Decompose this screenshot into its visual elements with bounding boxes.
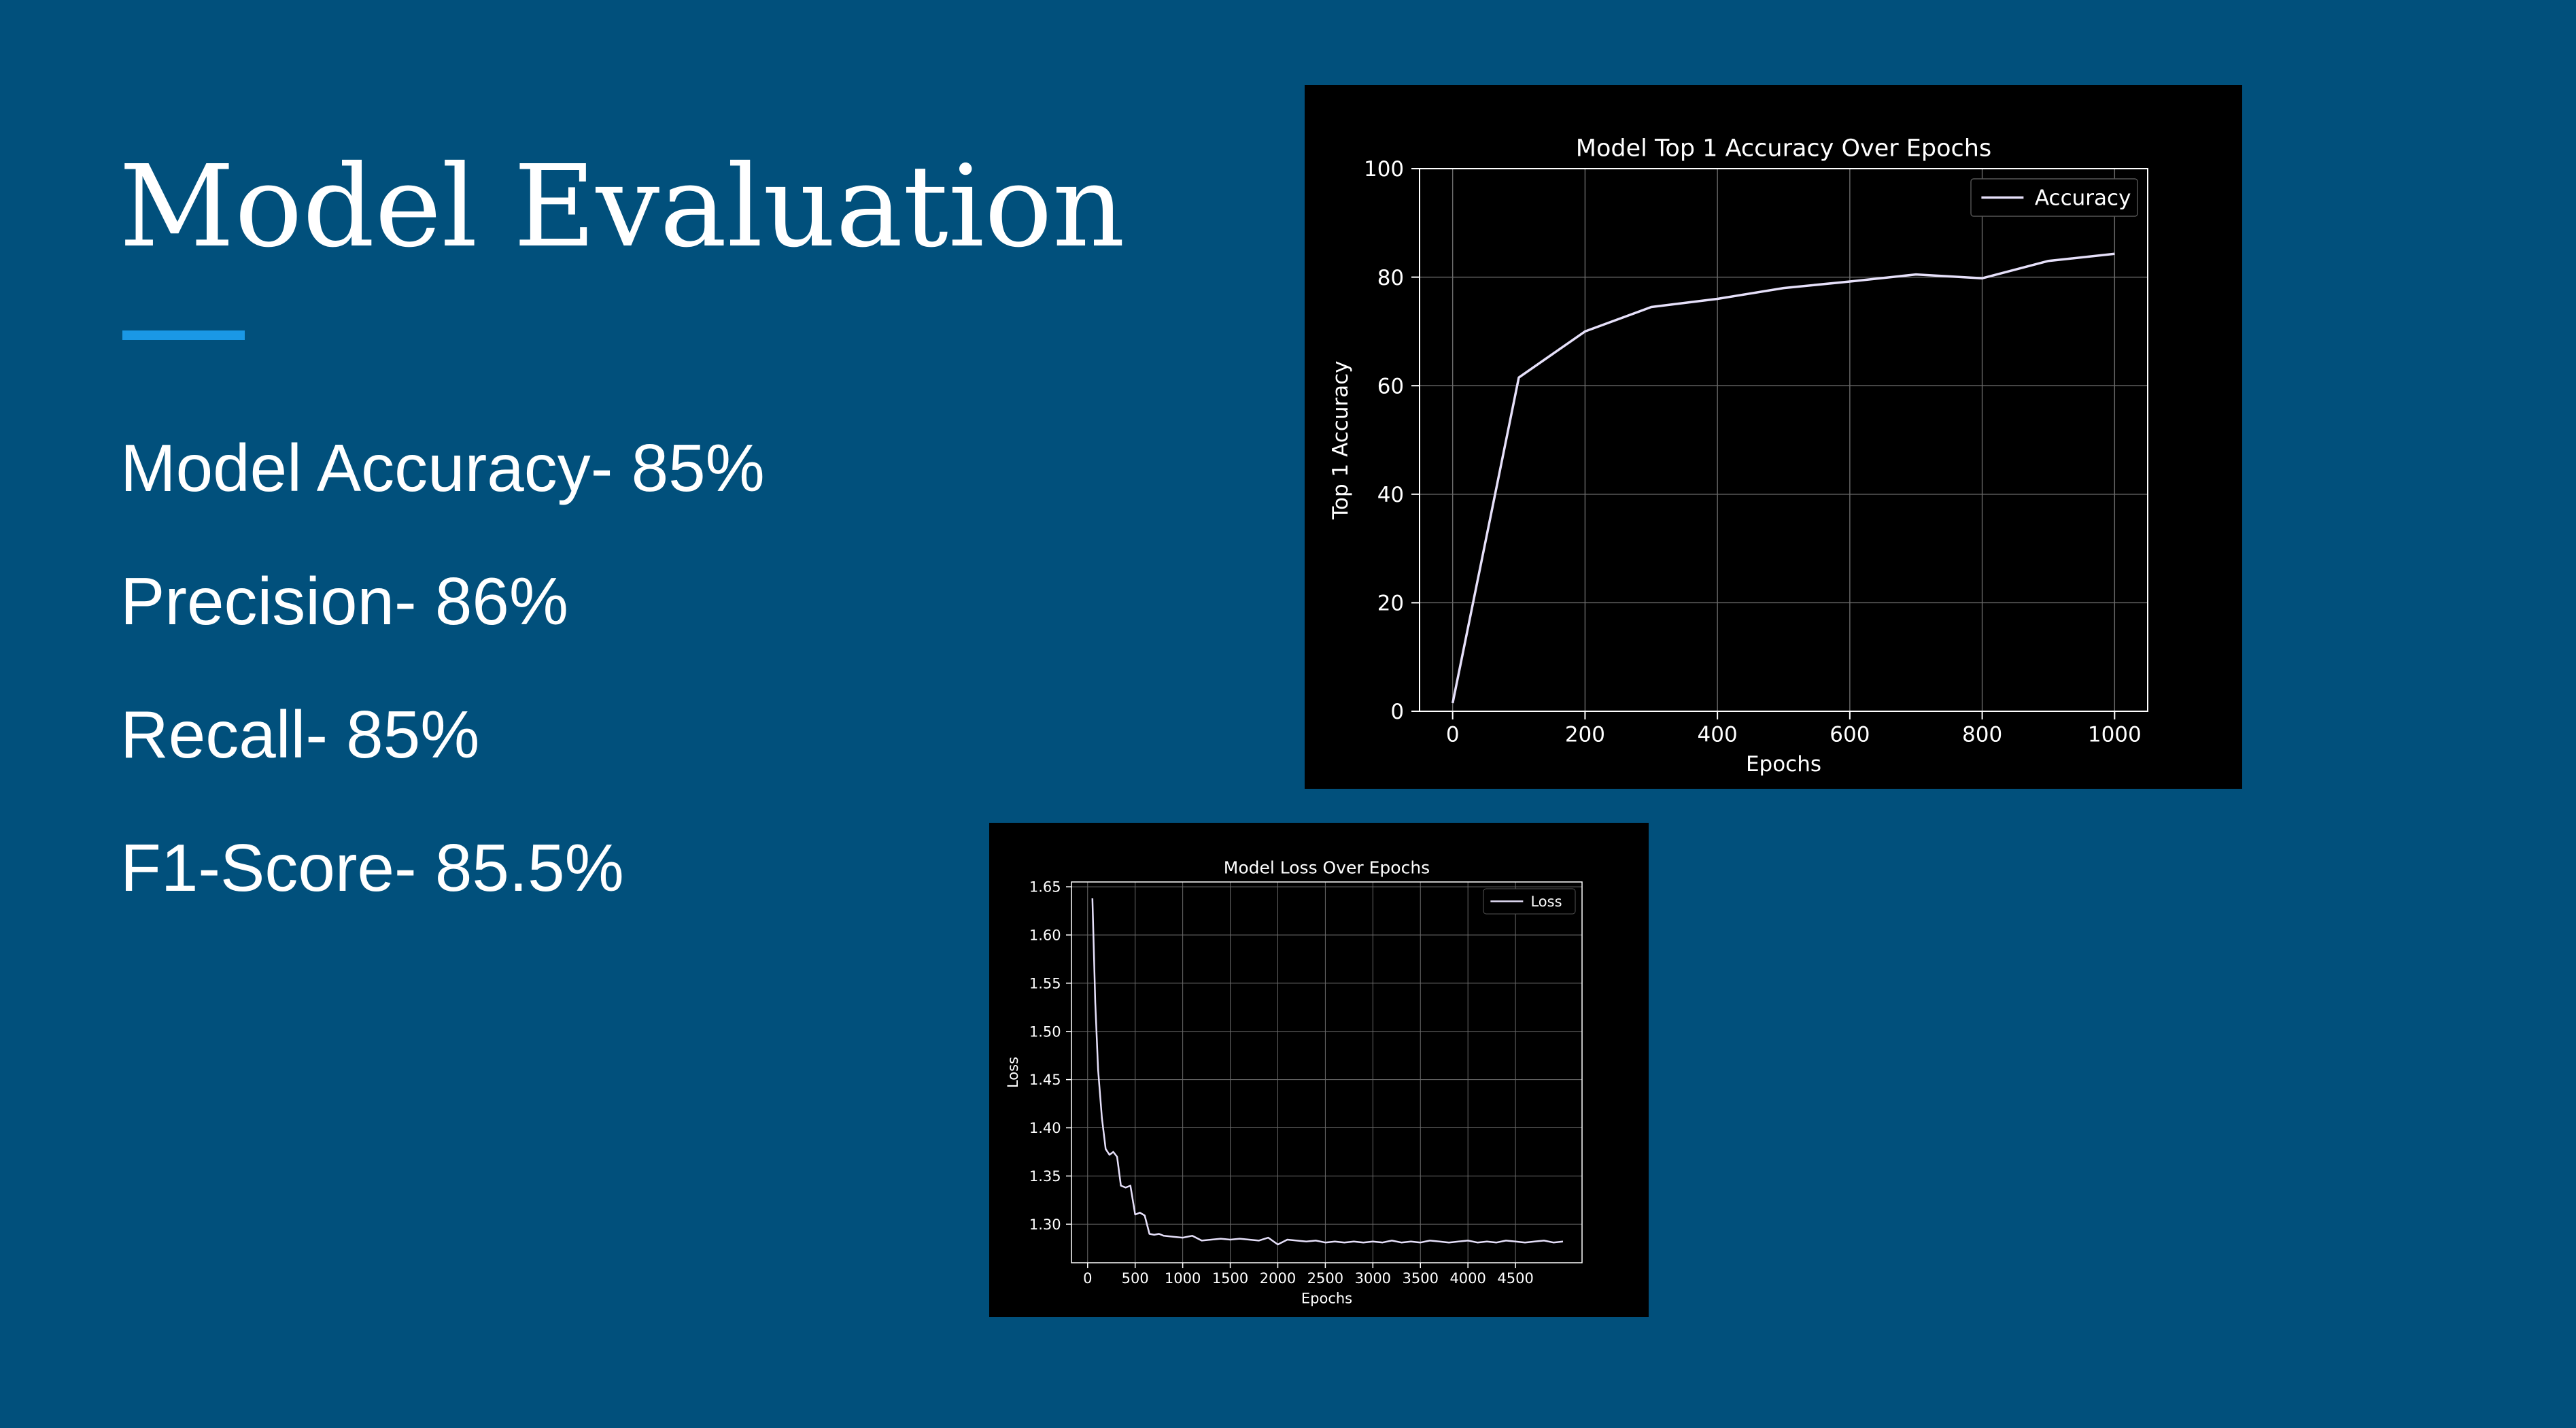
x-tick-label: 2000: [1260, 1270, 1296, 1287]
y-tick-label: 1.50: [1029, 1023, 1061, 1040]
x-tick-label: 1000: [2088, 723, 2142, 747]
y-axis-label: Loss: [1005, 1057, 1021, 1088]
loss-chart: 0 500 1000 1500 2000 2500 3000 3500 4000 4500 1.30…: [989, 823, 1649, 1317]
x-tick-label: 400: [1698, 723, 1738, 747]
plot-frame: [1071, 881, 1583, 1263]
x-axis-label: Epochs: [1746, 752, 1821, 777]
y-tick-label: 1.65: [1029, 879, 1061, 896]
y-tick-label: 1.35: [1029, 1168, 1061, 1185]
x-tick-label: 1500: [1212, 1270, 1248, 1287]
y-tick-label: 1.40: [1029, 1120, 1061, 1136]
x-tick-label: 4000: [1449, 1270, 1486, 1287]
series-line-accuracy: [1451, 252, 2115, 704]
y-tick-label: 60: [1377, 374, 1404, 398]
x-tick-label: 0: [1083, 1270, 1092, 1287]
x-tick-label: 2500: [1307, 1270, 1343, 1287]
series-line-loss: [1091, 898, 1564, 1246]
chart-svg: 0 500 1000 1500 2000 2500 3000 3500 4000 4500 1.30…: [1005, 857, 1583, 1306]
x-tick-label: 3500: [1403, 1270, 1439, 1287]
x-tick-label: 600: [1830, 723, 1870, 747]
x-axis-label: Epochs: [1301, 1290, 1352, 1306]
x-tick-label: 0: [1446, 723, 1460, 747]
x-tick-label: 800: [1962, 723, 2002, 747]
metric-accuracy: Model Accuracy- 85%: [120, 430, 765, 505]
legend: Accuracy: [1970, 178, 2138, 217]
legend-box: [1970, 178, 2138, 217]
legend-box: [1483, 888, 1576, 915]
metric-precision: Precision- 86%: [120, 564, 569, 639]
legend-label: Loss: [1530, 894, 1562, 910]
metric-recall: Recall- 85%: [120, 697, 480, 772]
y-axis-label: Top 1 Accuracy: [1328, 360, 1353, 520]
x-tick-label: 500: [1122, 1270, 1149, 1287]
y-tick-label: 20: [1377, 592, 1404, 616]
plot-frame: [1419, 168, 2148, 712]
chart-svg: 0 200 400 600 800 1000 0 20 40 60 80 100 Model Top 1…: [1328, 135, 2148, 777]
legend: Loss: [1483, 888, 1576, 915]
x-tick-label: 1000: [1165, 1270, 1201, 1287]
y-tick-label: 1.60: [1029, 928, 1061, 944]
x-tick-label: 4500: [1497, 1270, 1533, 1287]
y-tick-label: 100: [1364, 157, 1404, 182]
x-tick-label: 3000: [1355, 1270, 1391, 1287]
metric-f1-score: F1-Score- 85.5%: [120, 830, 624, 905]
x-tick-label: 200: [1565, 723, 1605, 747]
y-tick-label: 0: [1390, 700, 1404, 724]
y-tick-label: 1.30: [1029, 1217, 1061, 1233]
y-tick-label: 80: [1377, 266, 1404, 290]
y-tick-label: 1.45: [1029, 1072, 1061, 1088]
chart-title: Model Top 1 Accuracy Over Epochs: [1576, 135, 1991, 162]
y-tick-label: 1.55: [1029, 975, 1061, 991]
slide-title: Model Evaluation: [119, 141, 1125, 273]
legend-label: Accuracy: [2035, 186, 2131, 211]
chart-title: Model Loss Over Epochs: [1224, 857, 1430, 877]
accuracy-chart: 0 200 400 600 800 1000 0 20 40 60 80 100 Model Top 1…: [1305, 85, 2242, 789]
title-accent-bar: [122, 330, 245, 340]
y-tick-label: 40: [1377, 483, 1404, 507]
